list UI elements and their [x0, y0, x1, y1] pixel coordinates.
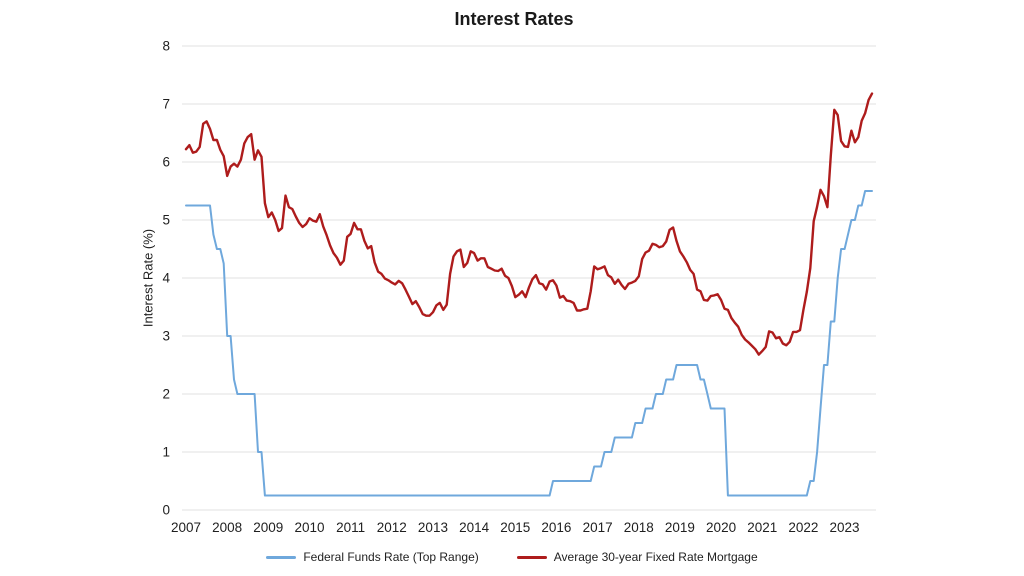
x-tick-label: 2017: [583, 520, 613, 535]
x-tick-label: 2008: [212, 520, 242, 535]
legend-item-mortgage: Average 30-year Fixed Rate Mortgage: [516, 550, 758, 564]
x-tick-label: 2016: [541, 520, 571, 535]
x-tick-label: 2023: [830, 520, 860, 535]
x-tick-label: 2013: [418, 520, 448, 535]
y-tick-label: 1: [162, 445, 170, 460]
y-tick-label: 6: [162, 155, 170, 170]
x-tick-label: 2022: [788, 520, 818, 535]
x-tick-label: 2018: [624, 520, 654, 535]
chart-title: Interest Rates: [454, 9, 574, 29]
legend-label-federal-funds: Federal Funds Rate (Top Range): [303, 550, 479, 564]
mortgage-line: [184, 92, 874, 356]
x-tick-label: 2010: [294, 520, 324, 535]
x-tick-label: 2007: [171, 520, 201, 535]
y-tick-label: 7: [162, 97, 170, 112]
federal-funds-line-swatch: [266, 555, 297, 559]
x-tick-label: 2020: [706, 520, 736, 535]
legend-label-mortgage: Average 30-year Fixed Rate Mortgage: [553, 550, 758, 564]
y-tick-label: 8: [162, 39, 170, 54]
x-tick-label: 2009: [253, 520, 283, 535]
federal-funds-line: [185, 190, 873, 497]
x-tick-label: 2011: [336, 520, 365, 535]
x-tick-label: 2021: [747, 520, 777, 535]
legend: Federal Funds Rate (Top Range) Average 3…: [0, 550, 1024, 564]
y-tick-label: 3: [162, 329, 170, 344]
y-tick-label: 2: [162, 387, 170, 402]
y-tick-label: 0: [162, 503, 170, 518]
y-tick-label: 4: [162, 271, 170, 286]
y-tick-label: 5: [162, 213, 170, 228]
legend-item-federal-funds: Federal Funds Rate (Top Range): [266, 550, 479, 564]
x-tick-label: 2015: [500, 520, 530, 535]
x-tick-label: 2014: [459, 520, 490, 535]
x-tick-label: 2019: [665, 520, 695, 535]
x-tick-label: 2012: [377, 520, 407, 535]
mortgage-line-swatch: [516, 555, 547, 559]
